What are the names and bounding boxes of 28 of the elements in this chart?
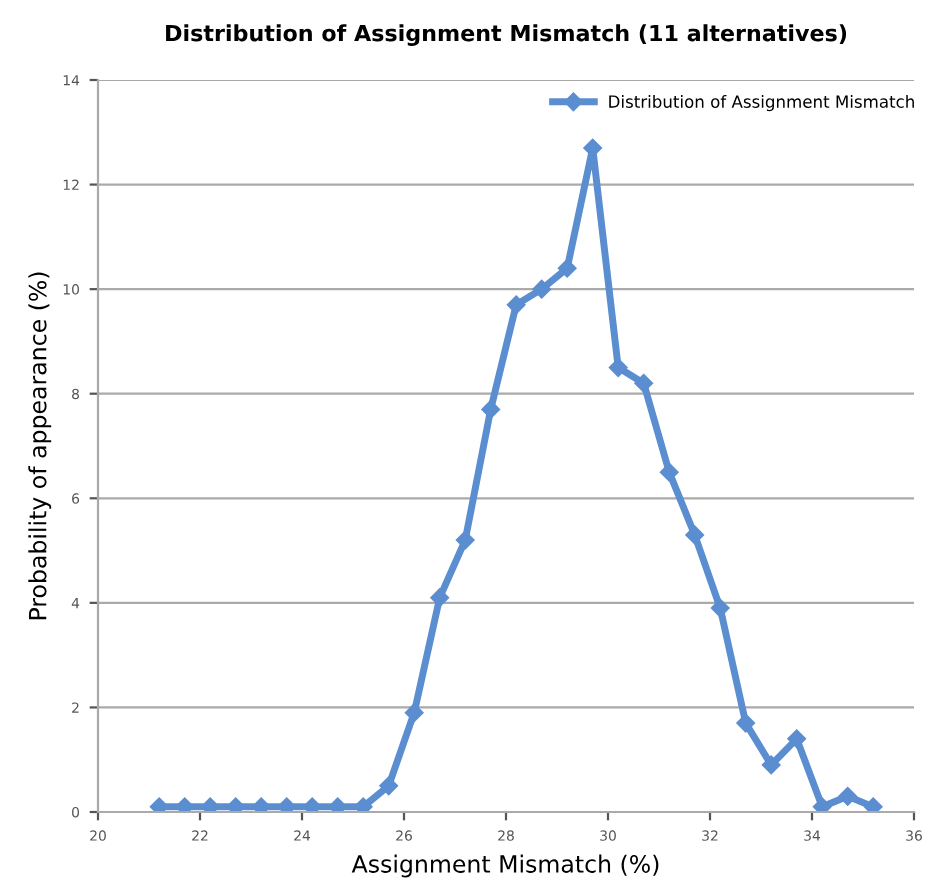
x-axis-title: Assignment Mismatch (%): [351, 854, 659, 878]
point: [379, 776, 398, 796]
point: [685, 525, 704, 545]
y-axis-title: Probability of appearance (%): [28, 272, 52, 620]
point: [736, 713, 755, 733]
point: [608, 358, 628, 377]
point: [532, 279, 551, 299]
point: [659, 462, 679, 482]
point: [481, 400, 500, 419]
point: [863, 797, 883, 812]
point: [710, 598, 730, 618]
point: [506, 295, 526, 315]
point: [761, 755, 781, 775]
point: [634, 374, 653, 393]
point: [812, 797, 832, 812]
point: [455, 530, 475, 550]
point: [200, 797, 220, 812]
point: [404, 703, 424, 722]
point: [353, 797, 373, 812]
point: [557, 258, 577, 278]
chart-title: Distribution of Assignment Mismatch (11 alternatives): [166, 24, 847, 46]
point: [430, 588, 449, 607]
point: [302, 797, 322, 812]
point: [149, 797, 169, 812]
point: [251, 797, 271, 812]
point: [787, 729, 806, 749]
legend-label: Distribution of Assignment Mismatch: [609, 95, 914, 112]
point: [838, 787, 857, 806]
